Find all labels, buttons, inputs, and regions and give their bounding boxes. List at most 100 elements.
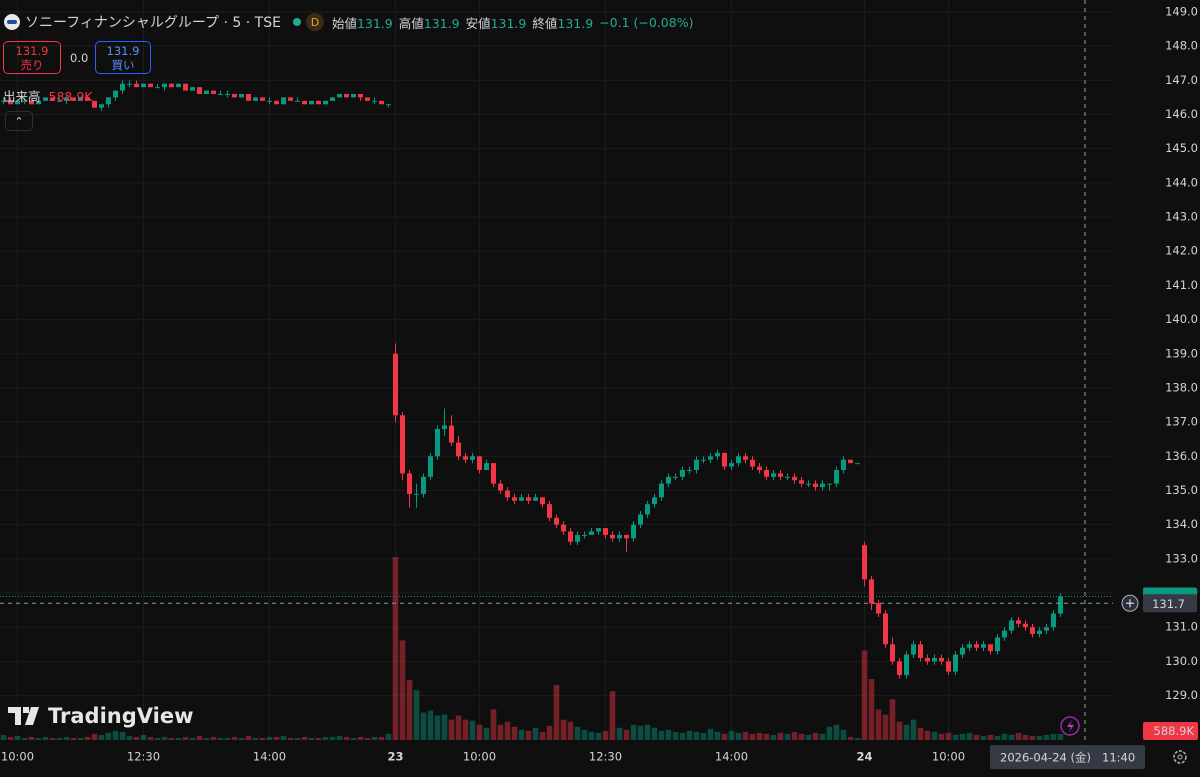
- candle-body: [50, 97, 55, 101]
- volume-legend: 出来高 588.9K: [3, 86, 93, 105]
- ohlc-label: 安値: [465, 15, 491, 31]
- candle-body: [120, 83, 125, 91]
- market-status-dot: [292, 18, 301, 26]
- volume-bar: [462, 719, 469, 740]
- volume-bar: [994, 735, 1001, 740]
- candle-body: [771, 473, 776, 477]
- volume-bar: [294, 737, 301, 740]
- volume-bar: [483, 727, 490, 740]
- volume-bar: [574, 726, 581, 740]
- volume-bar: [1043, 734, 1050, 740]
- watermark: TradingView: [8, 704, 193, 728]
- candle-body: [477, 456, 482, 470]
- candle-body: [407, 473, 412, 494]
- volume-bar: [322, 736, 329, 740]
- candle-body: [981, 644, 986, 648]
- volume-bar: [889, 699, 896, 740]
- volume-bar: [154, 737, 161, 740]
- volume-bar: [315, 737, 322, 740]
- y-tick-label: 148.0: [1165, 39, 1198, 53]
- x-tick-label: 10:00: [932, 750, 965, 764]
- volume-bar: [140, 734, 147, 740]
- volume-bar: [917, 727, 924, 740]
- volume-bar: [280, 735, 287, 740]
- volume-bar: [721, 733, 728, 740]
- volume-bar: [357, 736, 364, 740]
- candle-body: [330, 97, 335, 101]
- volume-bar: [1029, 735, 1036, 740]
- volume-bar: [175, 737, 182, 740]
- candle-body: [344, 93, 349, 98]
- candle-body: [281, 97, 286, 105]
- volume-bar: [133, 736, 140, 740]
- add-alert-icon: [1126, 599, 1134, 608]
- collapse-button[interactable]: ⌃: [5, 111, 33, 131]
- volume-bar: [791, 731, 798, 740]
- volume-bar: [903, 724, 910, 740]
- candle-body: [442, 425, 447, 429]
- volume-bar: [210, 736, 217, 740]
- candle-body: [974, 644, 979, 648]
- settings-button[interactable]: [1173, 750, 1187, 764]
- volume-bar: [308, 737, 315, 740]
- candle-body: [358, 93, 363, 98]
- candle-body: [365, 97, 370, 101]
- volume-bar: [56, 737, 63, 740]
- candle-body: [1016, 620, 1021, 624]
- volume-bar: [21, 737, 28, 740]
- candles: [1, 80, 1063, 679]
- volume-bar: [651, 727, 658, 740]
- volume-bar: [455, 715, 462, 740]
- volume-bar: [84, 736, 91, 740]
- ohlc-value: 131.9: [356, 15, 393, 31]
- candle-body: [8, 100, 13, 105]
- candle-body: [43, 97, 48, 101]
- volume-bar: [819, 733, 826, 740]
- sell-button[interactable]: 131.9 売り: [3, 41, 61, 74]
- volume-bar: [434, 715, 441, 740]
- volume-bar: [609, 691, 616, 740]
- candle-body: [764, 469, 769, 477]
- y-tick-label: 140.0: [1165, 312, 1198, 326]
- volume-bar: [581, 729, 588, 740]
- volume-bar: [980, 735, 987, 740]
- candle-body: [64, 97, 69, 101]
- candle-body: [267, 100, 272, 102]
- volume-bar: [805, 734, 812, 740]
- lightning-button[interactable]: [1060, 716, 1080, 736]
- x-tick-label: 24: [856, 750, 872, 764]
- candle-body: [694, 459, 699, 470]
- x-tick-label: 12:30: [127, 750, 160, 764]
- interval-badge[interactable]: D: [305, 13, 324, 31]
- volume-bar: [679, 732, 686, 740]
- volume-bar: [385, 733, 392, 740]
- volume-bar: [1001, 733, 1008, 740]
- volume-bar: [630, 724, 637, 740]
- volume-bar: [448, 719, 455, 740]
- candle-body: [148, 83, 153, 88]
- candle-body: [533, 497, 538, 501]
- y-tick-label: 147.0: [1165, 73, 1198, 87]
- buy-button[interactable]: 131.9 買い: [95, 41, 151, 74]
- candle-body: [610, 534, 615, 539]
- crosshair-time-badge: [990, 745, 1145, 769]
- symbol-name[interactable]: ソニーフィナンシャルグループ · 5 · TSE: [25, 15, 281, 31]
- volume-bar: [126, 735, 133, 740]
- candle-body: [1051, 613, 1056, 628]
- volume-bar: [259, 737, 266, 740]
- volume-bar: [539, 731, 546, 740]
- candle-body: [372, 100, 377, 102]
- volume-label: 出来高: [3, 89, 41, 104]
- x-tick-label: 14:00: [253, 750, 286, 764]
- candle-body: [806, 483, 811, 485]
- candle-body: [526, 497, 531, 501]
- candle-body: [561, 524, 566, 532]
- volume-bar: [924, 730, 931, 740]
- candle-body: [260, 97, 265, 101]
- candle-body: [554, 517, 559, 525]
- candle-body: [351, 93, 356, 98]
- volume-bar: [14, 735, 21, 740]
